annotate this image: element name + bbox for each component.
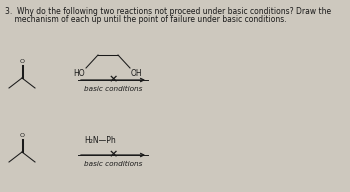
Text: 3.  Why do the following two reactions not proceed under basic conditions? Draw : 3. Why do the following two reactions no…	[5, 7, 331, 16]
Text: OH: OH	[131, 69, 143, 78]
Text: mechanism of each up until the point of failure under basic conditions.: mechanism of each up until the point of …	[5, 15, 287, 24]
Text: O: O	[20, 59, 25, 64]
Text: basic conditions: basic conditions	[84, 161, 142, 167]
Text: basic conditions: basic conditions	[84, 86, 142, 92]
Text: O: O	[20, 133, 25, 138]
Text: HO: HO	[74, 69, 85, 78]
Text: ×: ×	[108, 74, 118, 84]
Text: H₂N—Ph: H₂N—Ph	[84, 136, 116, 145]
Text: ×: ×	[108, 150, 118, 160]
